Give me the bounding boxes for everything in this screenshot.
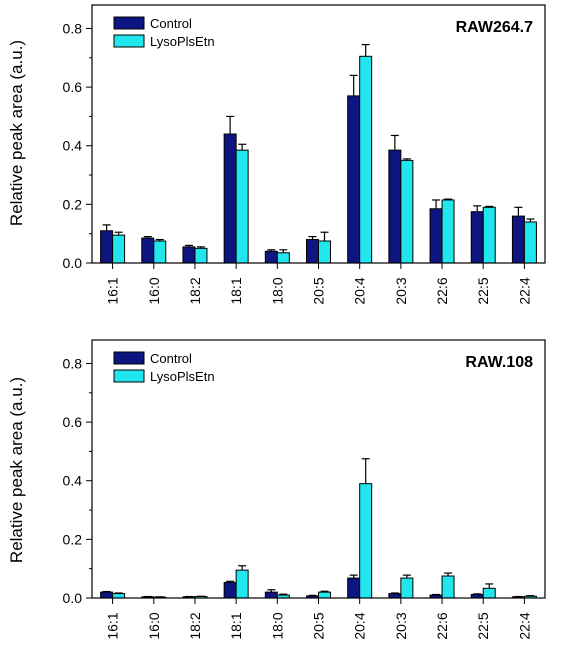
x-tick-label: 16:0	[146, 612, 162, 639]
y-tick-label: 0.0	[63, 590, 83, 606]
legend-swatch-lysoplsetn	[113, 34, 145, 48]
x-tick-label: 22:5	[475, 612, 491, 639]
legend-label: LysoPlsEtn	[150, 369, 215, 384]
y-axis-title: Relative peak area (a.u.)	[7, 40, 26, 226]
x-tick-label: 18:0	[269, 277, 285, 304]
x-tick-label: 18:1	[228, 277, 244, 304]
plot-frame	[91, 339, 546, 599]
x-tick-label: 18:0	[269, 612, 285, 639]
y-tick-label: 0.6	[63, 79, 83, 95]
panel-title: RAW264.7	[456, 19, 533, 36]
legend-label: LysoPlsEtn	[150, 34, 215, 49]
y-tick-label: 0.2	[63, 196, 83, 212]
bar-control	[347, 577, 361, 599]
y-tick-label: 0.0	[63, 255, 83, 271]
bar-control	[223, 133, 237, 264]
bar-control	[223, 581, 237, 599]
bar-control	[100, 591, 114, 599]
bar-lysoplsetn	[441, 199, 455, 264]
y-tick-label: 0.6	[63, 414, 83, 430]
bar-control	[100, 230, 114, 264]
y-tick-label: 0.2	[63, 531, 83, 547]
bar-lysoplsetn	[318, 591, 331, 599]
y-tick-label: 0.8	[63, 20, 83, 36]
legend-label: Control	[150, 351, 192, 366]
bar-lysoplsetn	[112, 593, 126, 599]
x-tick-label: 20:5	[311, 612, 327, 639]
bar-lysoplsetn	[153, 240, 167, 264]
x-tick-label: 16:1	[105, 612, 121, 639]
x-tick-label: 16:1	[105, 277, 121, 304]
bar-control	[388, 593, 402, 599]
bar-lysoplsetn	[523, 221, 537, 264]
bar-lysoplsetn	[482, 206, 496, 264]
bar-control	[388, 149, 402, 264]
x-tick-label: 20:3	[393, 277, 409, 304]
bar-control	[182, 246, 196, 264]
y-tick-label: 0.4	[63, 473, 83, 489]
bar-control	[511, 215, 525, 264]
x-tick-label: 20:3	[393, 612, 409, 639]
legend-label: Control	[150, 16, 192, 31]
x-tick-label: 18:1	[228, 612, 244, 639]
legend-swatch-control	[113, 351, 145, 365]
bar-lysoplsetn	[359, 483, 373, 599]
bar-control	[429, 208, 443, 264]
y-axis-title: Relative peak area (a.u.)	[7, 377, 26, 563]
bar-lysoplsetn	[359, 55, 373, 264]
y-tick-label: 0.4	[63, 138, 83, 154]
x-tick-label: 18:2	[187, 277, 203, 304]
bar-lysoplsetn	[441, 575, 455, 599]
x-tick-label: 22:4	[516, 277, 532, 304]
x-tick-label: 18:2	[187, 612, 203, 639]
bar-lysoplsetn	[318, 240, 331, 264]
bar-lysoplsetn	[235, 569, 249, 599]
y-tick-label: 0.8	[63, 355, 83, 371]
panel-title: RAW.108	[465, 354, 533, 371]
bar-control	[264, 250, 278, 264]
bar-control	[264, 591, 278, 599]
bar-control	[141, 237, 155, 264]
x-tick-label: 20:4	[352, 277, 368, 304]
legend-swatch-lysoplsetn	[113, 369, 145, 383]
bar-control	[470, 211, 484, 264]
x-tick-label: 20:4	[352, 612, 368, 639]
bar-lysoplsetn	[400, 159, 414, 264]
bar-lysoplsetn	[112, 234, 126, 264]
legend: Control LysoPlsEtn	[113, 351, 215, 384]
bar-control	[347, 95, 361, 264]
bar-lysoplsetn	[482, 587, 496, 599]
chart-panel-1: 16:1 16:0 18:2 18:1 18:0 20:5 20:4 20:3 22:6 22:5…	[7, 4, 546, 305]
legend-swatch-control	[113, 16, 145, 30]
x-tick-label: 22:5	[475, 277, 491, 304]
x-tick-label: 22:6	[434, 612, 450, 639]
bar-lysoplsetn	[194, 247, 208, 264]
bar-lysoplsetn	[276, 252, 290, 264]
x-tick-label: 16:0	[146, 277, 162, 304]
bar-lysoplsetn	[235, 149, 249, 264]
bar-control	[306, 239, 319, 264]
chart-panel-2: 16:1 16:0 18:2 18:1 18:0 20:5 20:4 20:3 22:6 22:5…	[7, 339, 546, 640]
x-tick-label: 20:5	[311, 277, 327, 304]
x-tick-label: 22:6	[434, 277, 450, 304]
plot-frame	[91, 4, 546, 264]
bar-lysoplsetn	[400, 577, 414, 599]
x-tick-label: 22:4	[516, 612, 532, 639]
legend: Control LysoPlsEtn	[113, 16, 215, 49]
